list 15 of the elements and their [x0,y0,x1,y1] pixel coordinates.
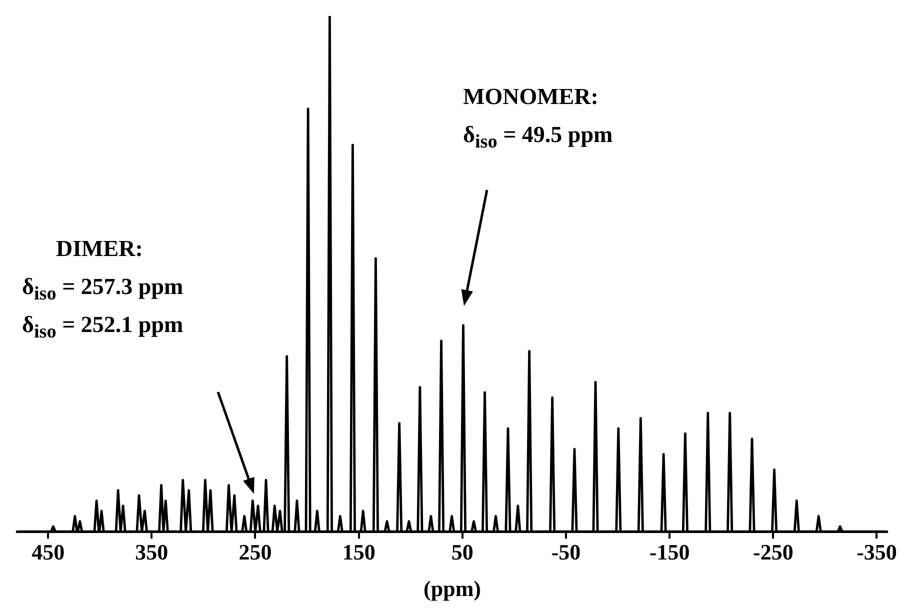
annotation: MONOMER: [463,83,598,111]
annotation: δ$_{iso}$ = 49.5 ppm [463,121,613,155]
x-tick-label: -350 [856,539,897,564]
x-tick-label: 50 [451,539,474,564]
x-axis-title: (ppm) [424,576,481,602]
annotation: δ$_{iso}$ = 257.3 ppm [22,273,184,307]
x-tick-label: 450 [32,539,65,564]
annotation: DIMER: [56,235,143,263]
x-tick-label: -50 [551,539,581,564]
annotation: δ$_{iso}$ = 252.1 ppm [22,311,184,345]
x-tick-label: 250 [238,539,272,564]
x-tick-label: 350 [135,539,168,564]
x-tick-label: -250 [752,539,794,564]
x-tick-label: -150 [649,539,690,564]
x-tick-label: 150 [342,539,376,564]
